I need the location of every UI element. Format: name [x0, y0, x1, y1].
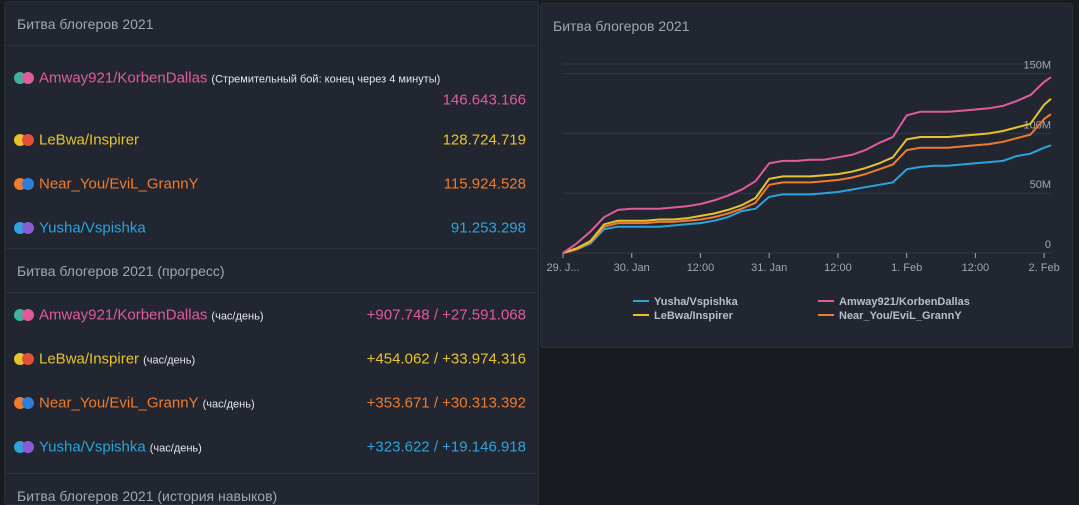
team-dots-icon [14, 222, 36, 234]
legend-label: Yusha/Vspishka [654, 296, 738, 308]
team-progress: +323.622 / +19.146.918 [366, 438, 526, 456]
team-note: (час/день) [211, 310, 264, 323]
x-tick-label: 12:00 [824, 262, 852, 274]
legend-item[interactable]: Amway921/KorbenDallas [818, 296, 970, 308]
score-row: Yusha/Vspishka 91.253.298 [5, 206, 538, 250]
score-row: Amway921/KorbenDallas (Стремительный бой:… [5, 46, 538, 118]
team-name-label: Amway921/KorbenDallas [39, 306, 208, 324]
score-row: Near_You/EviL_GrannY 115.924.528 [5, 162, 538, 206]
progress-row: Amway921/KorbenDallas (час/день) +907.748… [5, 293, 538, 337]
team-dot-icon [22, 72, 34, 84]
team-dots-icon [14, 441, 36, 453]
team-dots-icon [14, 353, 36, 365]
team-dots-icon [14, 178, 36, 190]
x-tick-label: 2. Feb [1029, 262, 1060, 274]
team-dot-icon [22, 353, 34, 365]
team-score: 115.924.528 [443, 175, 526, 193]
team-name: LeBwa/Inspirer [39, 131, 140, 149]
history-panel-title: Битва блогеров 2021 (история навыков) [5, 473, 538, 504]
team-dot-icon [22, 397, 34, 409]
progress-row: LeBwa/Inspirer (час/день) +454.062 / +33.… [5, 337, 538, 381]
progress-list: Amway921/KorbenDallas (час/день) +907.748… [5, 293, 538, 469]
series-line-lebwa-inspirer [562, 97, 1052, 254]
team-name: LeBwa/Inspirer (час/день) [39, 351, 195, 368]
team-note: (час/день) [149, 442, 202, 455]
team-progress: +454.062 / +33.974.316 [366, 350, 526, 368]
team-note: (час/день) [202, 398, 255, 411]
x-tick-label: 12:00 [962, 262, 990, 274]
team-dot-icon [22, 178, 34, 190]
team-name-label: Yusha/Vspishka [39, 438, 146, 456]
team-name: Near_You/EviL_GrannY (час/день) [39, 395, 255, 412]
team-score: 91.253.298 [450, 219, 526, 237]
team-dot-icon [22, 134, 34, 146]
team-name-label: Amway921/KorbenDallas [39, 69, 208, 87]
x-tick-label: 31. Jan [751, 262, 787, 274]
progress-row: Near_You/EviL_GrannY (час/день) +353.671 … [5, 381, 538, 425]
team-dots-icon [14, 397, 36, 409]
legend-swatch-icon [818, 314, 834, 317]
legend-swatch-icon [633, 300, 649, 303]
legend-label: Near_You/EviL_GrannY [839, 310, 962, 322]
team-dot-icon [22, 441, 34, 453]
legend-swatch-icon [633, 314, 649, 317]
legend-swatch-icon [818, 300, 834, 303]
team-note: (час/день) [143, 354, 196, 367]
team-name: Yusha/Vspishka (час/день) [39, 439, 202, 456]
y-tick-label: 150M [1023, 60, 1051, 72]
team-dots-icon [14, 309, 36, 321]
team-name-label: Near_You/EviL_GrannY [39, 394, 199, 412]
x-tick-label: 30. Jan [614, 262, 650, 274]
team-progress: +907.748 / +27.591.068 [366, 306, 526, 324]
x-tick-label: 12:00 [687, 262, 715, 274]
team-name: Yusha/Vspishka [39, 219, 146, 237]
team-dot-icon [22, 222, 34, 234]
series-line-amway921-korbendallas [562, 76, 1052, 254]
team-name: Near_You/EviL_GrannY [39, 175, 199, 193]
left-score-panel: Битва блогеров 2021 Amway921/KorbenDalla… [4, 1, 539, 505]
legend-label: LeBwa/Inspirer [654, 310, 733, 322]
series-line-near-you-evil-granny [562, 113, 1052, 254]
panel-title: Битва блогеров 2021 [5, 2, 538, 46]
y-tick-label: 0 [1045, 239, 1051, 251]
chart-panel: Битва блогеров 2021 0 50M 100M 150M 29. J...… [540, 3, 1073, 348]
team-score: 146.643.166 [442, 91, 526, 109]
x-tick-label: 1. Feb [891, 262, 922, 274]
progress-row: Yusha/Vspishka (час/день) +323.622 / +19.… [5, 425, 538, 469]
team-score: 128.724.719 [442, 131, 526, 149]
team-dots-icon [14, 72, 36, 84]
score-row: LeBwa/Inspirer 128.724.719 [5, 118, 538, 162]
x-tick-label: 29. J... [546, 262, 579, 274]
team-name: Amway921/KorbenDallas (час/день) [39, 307, 264, 324]
legend-item[interactable]: Yusha/Vspishka [633, 296, 738, 308]
team-dots-icon [14, 134, 36, 146]
team-note: (Стремительный бой: конец через 4 минуты… [211, 73, 441, 86]
y-tick-label: 50M [1030, 179, 1051, 191]
team-progress: +353.671 / +30.313.392 [366, 394, 526, 412]
team-dot-icon [22, 309, 34, 321]
chart-panel-title: Битва блогеров 2021 [553, 18, 690, 34]
team-name: Amway921/KorbenDallas (Стремительный бой:… [39, 70, 440, 87]
legend-label: Amway921/KorbenDallas [839, 296, 970, 308]
legend-item[interactable]: LeBwa/Inspirer [633, 310, 733, 322]
series-line-yusha-vspishka [562, 144, 1052, 254]
team-name-label: LeBwa/Inspirer [39, 350, 140, 368]
progress-panel-title: Битва блогеров 2021 (прогресс) [5, 248, 538, 293]
legend-item[interactable]: Near_You/EviL_GrannY [818, 310, 962, 322]
